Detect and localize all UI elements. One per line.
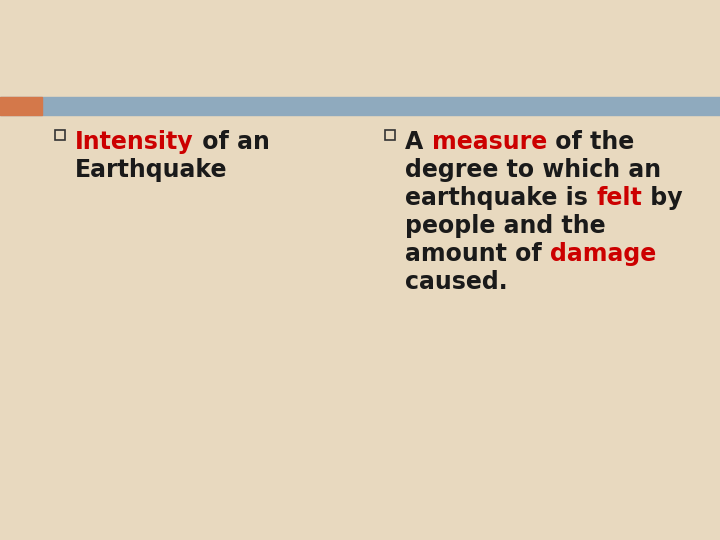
Text: damage: damage <box>550 242 656 266</box>
Text: Intensity: Intensity <box>75 130 194 154</box>
Bar <box>0 97 720 115</box>
Text: Earthquake: Earthquake <box>75 158 228 182</box>
Text: of an: of an <box>194 130 269 154</box>
Text: A: A <box>405 130 431 154</box>
Text: of the: of the <box>546 130 634 154</box>
Text: caused.: caused. <box>405 270 508 294</box>
Text: people and the: people and the <box>405 214 606 238</box>
Text: felt: felt <box>596 186 642 210</box>
Bar <box>55 130 65 140</box>
Text: measure: measure <box>431 130 546 154</box>
Text: by: by <box>642 186 683 210</box>
Text: amount of: amount of <box>405 242 550 266</box>
Bar <box>0 97 42 115</box>
Text: degree to which an: degree to which an <box>405 158 661 182</box>
Bar <box>385 130 395 140</box>
Text: earthquake is: earthquake is <box>405 186 596 210</box>
